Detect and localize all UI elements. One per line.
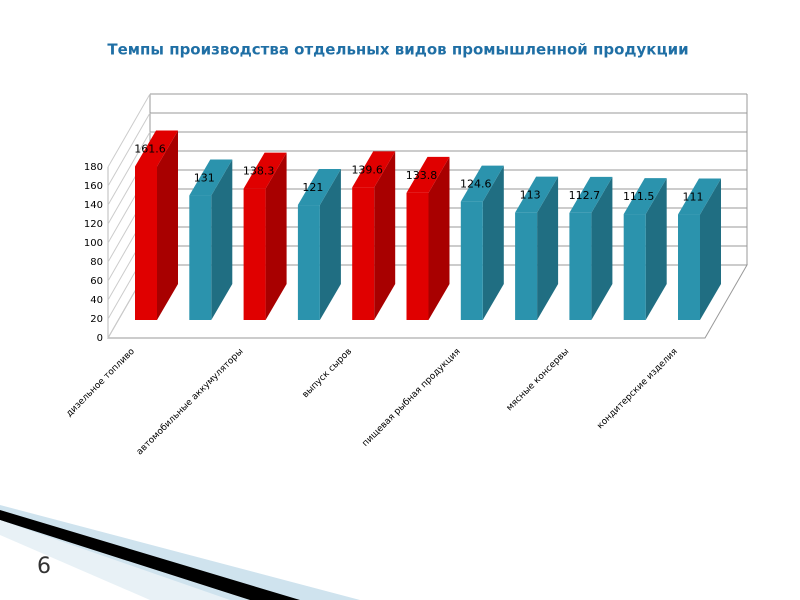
- bar: [189, 195, 212, 320]
- value-label: 124.6: [460, 178, 492, 191]
- grid-line-side: [107, 112, 151, 187]
- plot: 0 20 40 60 80 100 120 140 160 180 161.6 дизельное т…: [65, 93, 748, 458]
- value-label: 113: [520, 189, 541, 202]
- bar-top: [515, 176, 559, 213]
- bar-top: [135, 130, 178, 167]
- value-label: 133.8: [406, 169, 438, 182]
- bar: [135, 166, 157, 320]
- value-label: 111: [683, 191, 704, 204]
- x-tick-label: автомобильные аккумуляторы: [135, 347, 246, 458]
- bar-top: [678, 178, 721, 215]
- bar-side: [319, 169, 341, 320]
- y-tick-label: 140: [84, 200, 103, 211]
- x-tick-label: пищевая рыбная продукция: [361, 347, 463, 449]
- bar: [297, 205, 320, 320]
- bar-top: [352, 151, 396, 188]
- value-label: 138.3: [243, 165, 275, 178]
- bar-side: [157, 130, 178, 320]
- y-tick-label: 60: [90, 276, 103, 287]
- bar: [569, 212, 592, 320]
- bar-side: [537, 176, 559, 320]
- slide-number: 6: [37, 554, 51, 579]
- value-label: 121: [302, 181, 323, 194]
- grid-line-side: [107, 93, 151, 168]
- bar-side: [374, 151, 396, 320]
- bar-top: [623, 178, 667, 215]
- value-label: 131: [194, 172, 215, 185]
- bar-side: [700, 178, 721, 320]
- y-tick-label: 20: [90, 314, 103, 325]
- x-tick-label: дизельное топливо: [65, 346, 138, 419]
- bar-side: [428, 156, 450, 320]
- decoration: [0, 505, 360, 600]
- value-label: 111.5: [623, 190, 655, 203]
- value-label: 139.6: [351, 163, 383, 176]
- y-tick-label: 100: [84, 238, 103, 249]
- bar: [460, 201, 483, 320]
- bar-side: [211, 159, 233, 320]
- bar-top: [297, 169, 341, 206]
- y-tick-label: 40: [90, 295, 103, 306]
- bar-top: [406, 156, 450, 193]
- y-tick-label: 120: [84, 219, 103, 230]
- bar: [623, 214, 646, 320]
- bar-top: [460, 165, 504, 202]
- y-tick-label: 160: [84, 181, 103, 192]
- bar-side: [482, 165, 504, 320]
- value-label: 112.7: [569, 189, 601, 202]
- bar: [352, 187, 375, 320]
- bar-top: [569, 176, 613, 213]
- bar-top: [243, 152, 287, 189]
- bar: [243, 188, 266, 320]
- y-tick-label: 80: [90, 257, 103, 268]
- grid-line-side: [107, 131, 151, 206]
- value-label: 161.6: [134, 142, 166, 155]
- bar-side: [645, 178, 667, 320]
- x-tick-label: выпуск сыров: [301, 347, 354, 400]
- bar: [515, 212, 538, 320]
- bar-top: [189, 159, 233, 196]
- bar: [406, 192, 429, 320]
- y-tick-label: 0: [97, 333, 103, 344]
- chart-title: Темпы производства отдельных видов промы…: [107, 41, 688, 59]
- x-tick-label: мясные консервы: [505, 347, 571, 413]
- bar-side: [591, 176, 613, 320]
- bar-side: [265, 152, 287, 320]
- bar: [678, 214, 700, 320]
- y-tick-label: 180: [84, 162, 103, 173]
- x-tick-label: кондитерские изделия: [595, 347, 679, 431]
